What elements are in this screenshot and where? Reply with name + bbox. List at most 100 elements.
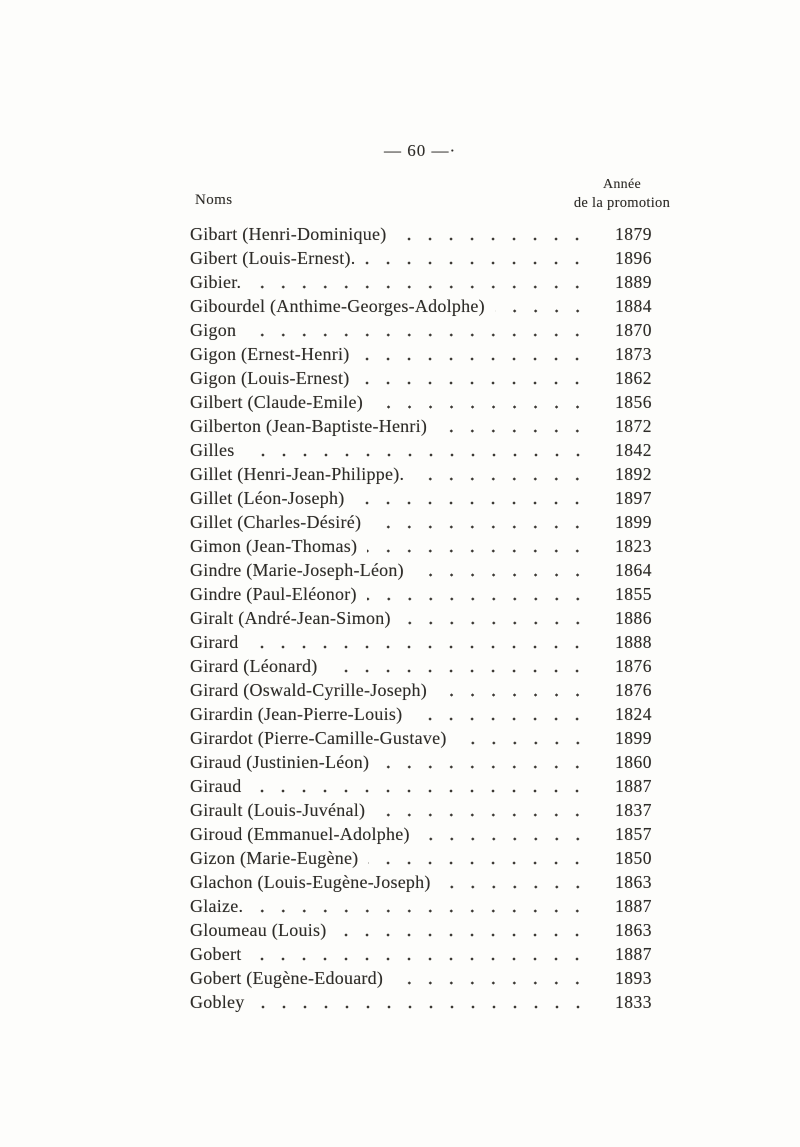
- dot-leader: [379, 750, 590, 774]
- dot-leader: [327, 654, 590, 678]
- table-row: Giraud (Justinien-Léon) 1860: [190, 750, 652, 774]
- name-cell: Gillet (Charles-Désiré): [190, 512, 362, 532]
- dot-leader: [393, 966, 590, 990]
- table-row: Glachon (Louis-Eugène-Joseph) 1863: [190, 870, 652, 894]
- table-row: Gibert (Louis-Ernest). 1896: [190, 246, 652, 270]
- year-cell: 1824: [615, 704, 652, 724]
- dot-leader: [440, 870, 590, 894]
- table-row: Gizon (Marie-Eugène) 1850: [190, 846, 652, 870]
- year-cell: 1876: [615, 656, 652, 676]
- names-column-header: Noms: [195, 192, 233, 208]
- dot-leader: [253, 894, 590, 918]
- name-cell: Girault (Louis-Juvénal): [190, 800, 366, 820]
- table-row: Gilbert (Claude-Emile) 1856: [190, 390, 652, 414]
- year-cell: 1896: [615, 248, 652, 268]
- table-row: Gimon (Jean-Thomas) 1823: [190, 534, 652, 558]
- table-row: Giraud 1887: [190, 774, 652, 798]
- table-row: Gigon (Ernest-Henri) 1873: [190, 342, 652, 366]
- dot-leader: [400, 606, 590, 630]
- table-row: Gigon 1870: [190, 318, 652, 342]
- name-cell: Gloumeau (Louis): [190, 920, 327, 940]
- table-row: Girard (Léonard) 1876: [190, 654, 652, 678]
- year-cell: 1860: [615, 752, 652, 772]
- year-cell: 1899: [615, 728, 652, 748]
- name-cell: Gobert (Eugène-Edouard): [190, 968, 384, 988]
- dot-leader: [412, 702, 590, 726]
- dot-leader: [248, 630, 590, 654]
- name-cell: Girard (Léonard): [190, 656, 318, 676]
- name-cell: Gillet (Henri-Jean-Philippe).: [190, 464, 405, 484]
- table-row: Gindre (Paul-Eléonor) 1855: [190, 582, 652, 606]
- name-cell: Gigon (Louis-Ernest): [190, 368, 350, 388]
- table-row: Gillet (Henri-Jean-Philippe). 1892: [190, 462, 652, 486]
- dot-leader: [371, 510, 590, 534]
- dot-leader: [251, 270, 590, 294]
- year-cell: 1872: [615, 416, 652, 436]
- dot-leader: [372, 390, 590, 414]
- name-cell: Gibert (Louis-Ernest).: [190, 248, 356, 268]
- name-cell: Girardot (Pierre-Camille-Gustave): [190, 728, 447, 748]
- year-column-header: Année de la promotion: [558, 176, 686, 212]
- year-cell: 1857: [615, 824, 652, 844]
- name-cell: Gizon (Marie-Eugène): [190, 848, 359, 868]
- table-row: Gobert (Eugène-Edouard) 1893: [190, 966, 652, 990]
- name-cell: Gillet (Léon-Joseph): [190, 488, 345, 508]
- year-cell: 1892: [615, 464, 652, 484]
- year-cell: 1876: [615, 680, 652, 700]
- year-cell: 1823: [615, 536, 652, 556]
- dot-leader: [375, 798, 590, 822]
- year-header-line1: Année: [602, 177, 642, 192]
- dot-leader: [396, 222, 590, 246]
- year-cell: 1879: [615, 224, 652, 244]
- name-cell: Gibart (Henri-Dominique): [190, 224, 387, 244]
- dot-leader: [419, 822, 590, 846]
- dot-leader: [359, 342, 590, 366]
- year-cell: 1897: [615, 488, 652, 508]
- dot-leader: [414, 462, 590, 486]
- year-cell: 1864: [615, 560, 652, 580]
- year-cell: 1842: [615, 440, 652, 460]
- dot-leader: [254, 990, 590, 1014]
- dot-leader: [494, 294, 590, 318]
- table-row: Girardot (Pierre-Camille-Gustave) 1899: [190, 726, 652, 750]
- year-cell: 1862: [615, 368, 652, 388]
- dot-leader: [436, 678, 590, 702]
- name-cell: Gindre (Paul-Eléonor): [190, 584, 357, 604]
- year-cell: 1887: [615, 896, 652, 916]
- name-cell: Girard: [190, 632, 239, 652]
- table-row: Girard 1888: [190, 630, 652, 654]
- name-cell: Girard (Oswald-Cyrille-Joseph): [190, 680, 427, 700]
- year-cell: 1833: [615, 992, 652, 1012]
- dot-leader: [365, 246, 590, 270]
- dot-leader: [359, 366, 590, 390]
- table-row: Gobert 1887: [190, 942, 652, 966]
- entries-list: Gibart (Henri-Dominique) 1879 Gibert (Lo…: [190, 222, 652, 1014]
- year-cell: 1873: [615, 344, 652, 364]
- name-cell: Gobley: [190, 992, 245, 1012]
- name-cell: Giraud: [190, 776, 242, 796]
- name-cell: Gilberton (Jean-Baptiste-Henri): [190, 416, 428, 436]
- table-row: Gigon (Louis-Ernest) 1862: [190, 366, 652, 390]
- table-row: Gibier. 1889: [190, 270, 652, 294]
- name-cell: Girardin (Jean-Pierre-Louis): [190, 704, 403, 724]
- table-row: Giralt (André-Jean-Simon) 1886: [190, 606, 652, 630]
- year-cell: 1899: [615, 512, 652, 532]
- year-cell: 1870: [615, 320, 652, 340]
- year-cell: 1886: [615, 608, 652, 628]
- table-row: Girardin (Jean-Pierre-Louis) 1824: [190, 702, 652, 726]
- year-cell: 1837: [615, 800, 652, 820]
- name-cell: Glachon (Louis-Eugène-Joseph): [190, 872, 431, 892]
- table-row: Gilles 1842: [190, 438, 652, 462]
- table-row: Girard (Oswald-Cyrille-Joseph) 1876: [190, 678, 652, 702]
- year-cell: 1850: [615, 848, 652, 868]
- table-row: Gloumeau (Louis) 1863: [190, 918, 652, 942]
- table-row: Gobley 1833: [190, 990, 652, 1014]
- table-row: Glaize. 1887: [190, 894, 652, 918]
- name-cell: Gobert: [190, 944, 242, 964]
- dot-leader: [368, 846, 590, 870]
- name-cell: Gimon (Jean-Thomas): [190, 536, 358, 556]
- year-cell: 1887: [615, 776, 652, 796]
- dot-leader: [336, 918, 590, 942]
- name-cell: Gibier.: [190, 272, 242, 292]
